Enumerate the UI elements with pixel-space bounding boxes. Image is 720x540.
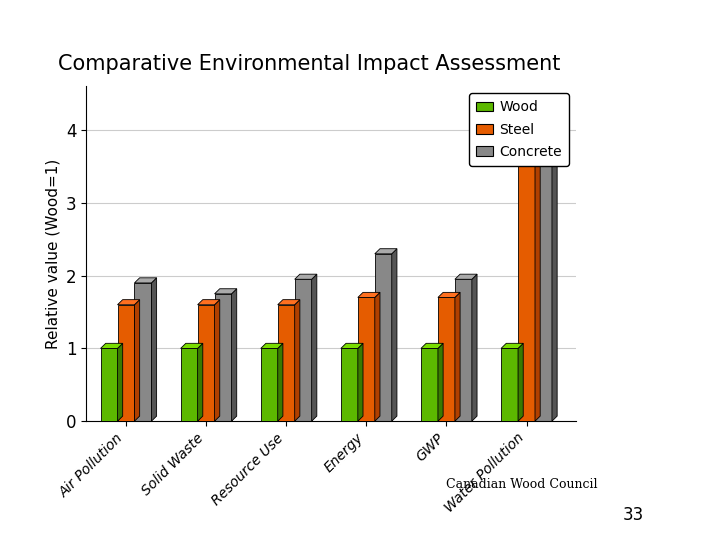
Polygon shape: [215, 294, 232, 421]
Text: 33: 33: [623, 506, 644, 524]
Polygon shape: [135, 300, 140, 421]
Polygon shape: [358, 298, 375, 421]
Polygon shape: [552, 122, 557, 421]
Polygon shape: [472, 274, 477, 421]
Polygon shape: [294, 300, 300, 421]
Polygon shape: [341, 348, 358, 421]
Polygon shape: [117, 305, 135, 421]
Polygon shape: [101, 343, 122, 348]
Polygon shape: [261, 348, 278, 421]
Polygon shape: [358, 343, 363, 421]
Y-axis label: Relative value (Wood=1): Relative value (Wood=1): [45, 159, 60, 349]
Polygon shape: [181, 343, 203, 348]
Polygon shape: [392, 249, 397, 421]
Polygon shape: [278, 305, 294, 421]
Polygon shape: [501, 343, 523, 348]
Polygon shape: [215, 300, 220, 421]
Polygon shape: [294, 279, 312, 421]
Polygon shape: [375, 249, 397, 254]
Polygon shape: [261, 343, 283, 348]
Polygon shape: [294, 274, 317, 279]
Polygon shape: [312, 274, 317, 421]
Polygon shape: [438, 292, 460, 298]
Polygon shape: [438, 343, 443, 421]
Polygon shape: [232, 289, 237, 421]
Polygon shape: [117, 300, 140, 305]
Polygon shape: [535, 114, 540, 421]
Polygon shape: [455, 279, 472, 421]
Polygon shape: [455, 292, 460, 421]
Legend: Wood, Steel, Concrete: Wood, Steel, Concrete: [469, 93, 569, 166]
Polygon shape: [518, 114, 540, 119]
Polygon shape: [135, 278, 157, 283]
Polygon shape: [151, 278, 157, 421]
Polygon shape: [438, 298, 455, 421]
Polygon shape: [278, 300, 300, 305]
Polygon shape: [135, 283, 151, 421]
Polygon shape: [455, 274, 477, 279]
Polygon shape: [117, 343, 122, 421]
Polygon shape: [278, 343, 283, 421]
Text: Comparative Environmental Impact Assessment: Comparative Environmental Impact Assessm…: [58, 54, 560, 74]
Polygon shape: [535, 126, 552, 421]
Polygon shape: [375, 254, 392, 421]
Polygon shape: [101, 348, 117, 421]
Polygon shape: [421, 343, 443, 348]
Polygon shape: [358, 292, 380, 298]
Polygon shape: [341, 343, 363, 348]
Polygon shape: [421, 348, 438, 421]
Polygon shape: [518, 119, 535, 421]
Polygon shape: [535, 122, 557, 126]
Polygon shape: [181, 348, 197, 421]
Polygon shape: [197, 343, 203, 421]
Text: Canadian Wood Council: Canadian Wood Council: [446, 478, 598, 491]
Polygon shape: [197, 300, 220, 305]
Polygon shape: [375, 292, 380, 421]
Polygon shape: [197, 305, 215, 421]
Polygon shape: [518, 343, 523, 421]
Polygon shape: [501, 348, 518, 421]
Polygon shape: [215, 289, 237, 294]
